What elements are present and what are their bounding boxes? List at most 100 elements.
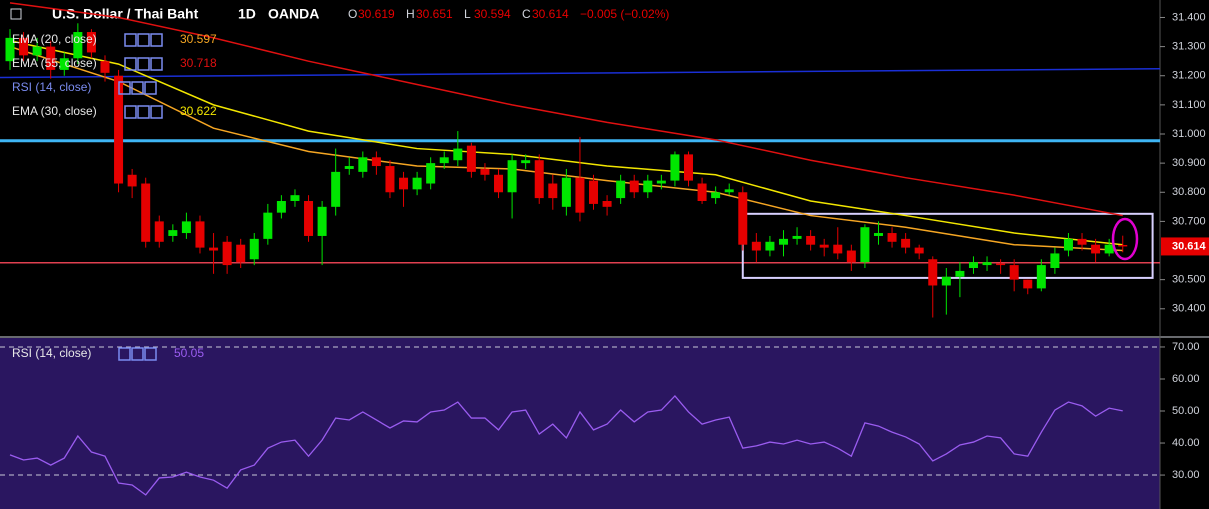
y-tick-label: 31.200: [1172, 70, 1206, 82]
candle-body: [399, 177, 409, 190]
legend-icon[interactable]: [137, 33, 150, 47]
candle-body: [466, 145, 476, 172]
candle-body: [914, 247, 924, 254]
y-tick-label: 31.100: [1172, 99, 1206, 111]
y-tick-label: 30.800: [1172, 186, 1206, 198]
legend-icon[interactable]: [150, 57, 163, 71]
candle-body: [1104, 244, 1114, 254]
legend-icon[interactable]: [137, 57, 150, 71]
price-label-box: [1161, 237, 1209, 256]
legend-label: EMA (20, close): [12, 32, 97, 46]
candle-body: [127, 174, 137, 187]
ohlc-value: 30.651: [416, 7, 453, 21]
candle-body: [521, 160, 531, 164]
interval: 1D: [238, 6, 256, 22]
legend-icon[interactable]: [124, 57, 137, 71]
ema-line: [9, 2, 1123, 217]
legend-label: RSI (14, close): [12, 80, 91, 94]
ohlc-label: L: [464, 7, 471, 21]
candle-body: [100, 61, 110, 73]
candle-body: [249, 238, 259, 260]
legend-icon[interactable]: [124, 105, 137, 119]
y-tick-label: 70.00: [1172, 341, 1200, 353]
candle-body: [697, 183, 707, 201]
candle-body: [846, 250, 856, 263]
candle-body: [602, 201, 612, 207]
candle-body: [73, 32, 83, 59]
candle-body: [629, 180, 639, 193]
highlight-ellipse: [1111, 217, 1139, 261]
candle-body: [724, 189, 734, 193]
ohlc-label: H: [406, 7, 415, 21]
candle-body: [996, 263, 1006, 266]
collapse-icon[interactable]: [10, 8, 22, 20]
candle-body: [941, 276, 951, 286]
candle-body: [955, 270, 965, 277]
candle-body: [344, 166, 354, 169]
candle-body: [141, 183, 151, 242]
y-tick-label: 31.300: [1172, 41, 1206, 53]
y-tick-label: 30.700: [1172, 215, 1206, 227]
candle-body: [1050, 253, 1060, 268]
candle-body: [1036, 265, 1046, 289]
level-line: [0, 67, 1161, 79]
candle-body: [1063, 238, 1073, 251]
candle-body: [195, 221, 205, 248]
candle-body: [439, 157, 449, 164]
legend-icon[interactable]: [150, 105, 163, 119]
candle-body: [670, 154, 680, 181]
price-label: 30.614: [1172, 240, 1207, 252]
ohlc-label: C: [522, 7, 531, 21]
legend-icon[interactable]: [150, 33, 163, 47]
candle-body: [304, 201, 314, 236]
candle-body: [154, 221, 164, 242]
candle-body: [765, 241, 775, 251]
ohlc-value: 30.594: [474, 7, 511, 21]
candle-body: [358, 157, 368, 172]
candle-body: [263, 212, 273, 239]
legend-icon[interactable]: [118, 81, 131, 95]
candle-body: [928, 259, 938, 286]
legend-icon[interactable]: [118, 347, 131, 361]
y-tick-label: 30.400: [1172, 303, 1206, 315]
candle-body: [751, 241, 761, 251]
candle-body: [738, 192, 748, 245]
legend-icon[interactable]: [131, 81, 144, 95]
candle-body: [1023, 279, 1033, 289]
legend-value: 30.718: [180, 56, 217, 70]
candle-body: [317, 206, 327, 236]
candle-body: [453, 148, 463, 161]
ohlc-value: 30.614: [532, 7, 569, 21]
candle-body: [656, 180, 666, 184]
legend-value: 30.622: [180, 104, 217, 118]
candle-body: [1091, 244, 1101, 254]
rsi-line: [9, 394, 1123, 496]
y-tick-label: 30.500: [1172, 274, 1206, 286]
candle-body: [426, 163, 436, 184]
legend-label: RSI (14, close): [12, 346, 91, 360]
candle-body: [5, 37, 15, 62]
candle-body: [494, 174, 504, 193]
candle-body: [412, 177, 422, 190]
candle-body: [792, 235, 802, 239]
legend-icon[interactable]: [144, 347, 157, 361]
change: −0.005 (−0.02%): [580, 7, 669, 21]
candle-body: [168, 230, 178, 236]
candle-body: [534, 160, 544, 199]
candle-body: [873, 233, 883, 236]
candle-body: [575, 177, 585, 213]
candle-body: [548, 183, 558, 199]
candle-body: [507, 160, 517, 193]
candle-body: [59, 58, 69, 70]
candle-body: [114, 75, 124, 184]
y-tick-label: 31.000: [1172, 128, 1206, 140]
legend-icon[interactable]: [137, 105, 150, 119]
candle-body: [222, 241, 232, 266]
candle-body: [643, 180, 653, 193]
candle-body: [901, 238, 911, 248]
legend-icon[interactable]: [131, 347, 144, 361]
legend-value: 30.597: [180, 32, 217, 46]
legend-icon[interactable]: [124, 33, 137, 47]
legend-icon[interactable]: [144, 81, 157, 95]
candle-body: [1118, 244, 1128, 247]
